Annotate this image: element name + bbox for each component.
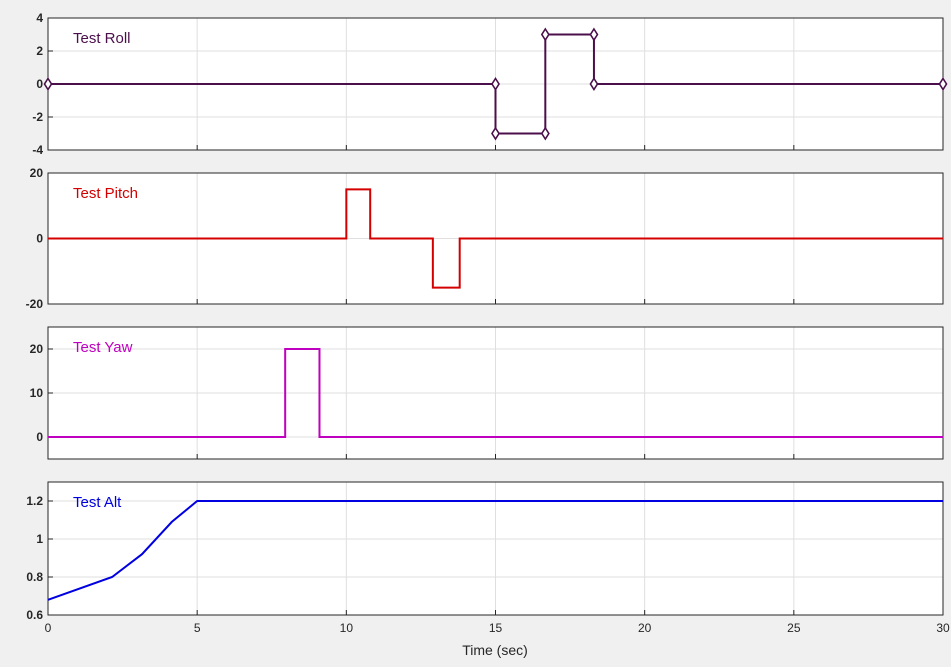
alt-series-label: Test Alt: [73, 494, 122, 511]
roll-axes: -4 -2 0 2 4 Test Roll: [32, 11, 948, 157]
roll-y-tick-label: 2: [36, 44, 43, 58]
roll-y-tick-label: 0: [36, 77, 43, 91]
alt-y-tick-label: 1: [36, 532, 43, 546]
pitch-series-line: [48, 188, 943, 289]
pitch-y-tick-label: 20: [30, 166, 44, 180]
pitch-y-tick-label: -20: [26, 297, 44, 311]
alt-axes: 0.6 0.8 1 1.2 0 5 10 15 20 25 30 Test Alt: [26, 481, 950, 635]
roll-y-tick-label: 4: [36, 11, 43, 25]
roll-data-point: [540, 126, 550, 141]
pitch-y-tick-label: 0: [36, 232, 43, 246]
yaw-y-tick-label: 20: [30, 342, 44, 356]
roll-data-point: [938, 77, 948, 91]
roll-series-line: [48, 33, 943, 135]
yaw-axes: 0 10 20 Test Yaw: [30, 326, 944, 460]
roll-series-label: Test Roll: [73, 30, 131, 47]
roll-data-point: [589, 77, 599, 91]
alt-y-tick-label: 0.8: [26, 570, 43, 584]
alt-x-tick-label: 20: [638, 621, 652, 635]
roll-data-point: [540, 27, 550, 42]
pitch-series-label: Test Pitch: [73, 185, 138, 202]
roll-data-point: [491, 126, 500, 141]
yaw-y-tick-label: 0: [36, 430, 43, 444]
alt-y-tick-label: 0.6: [26, 608, 43, 622]
roll-data-point: [43, 77, 53, 91]
roll-data-point: [589, 27, 599, 42]
alt-x-tick-label: 5: [194, 621, 201, 635]
alt-series-line: [47, 500, 943, 601]
alt-x-tick-label: 0: [45, 621, 52, 635]
alt-x-tick-label: 30: [936, 621, 950, 635]
x-axis-label: Time (sec): [462, 642, 528, 658]
yaw-y-tick-label: 10: [30, 386, 44, 400]
yaw-series-line: [48, 348, 943, 438]
alt-x-tick-label: 25: [787, 621, 801, 635]
alt-x-tick-label: 10: [340, 621, 354, 635]
roll-y-tick-label: -4: [32, 143, 43, 157]
roll-data-point: [491, 77, 500, 91]
alt-x-tick-label: 15: [489, 621, 503, 635]
alt-y-tick-label: 1.2: [26, 494, 43, 508]
yaw-series-label: Test Yaw: [73, 339, 133, 356]
pitch-axes: -20 0 20 Test Pitch: [26, 166, 944, 311]
roll-y-tick-label: -2: [32, 110, 43, 124]
